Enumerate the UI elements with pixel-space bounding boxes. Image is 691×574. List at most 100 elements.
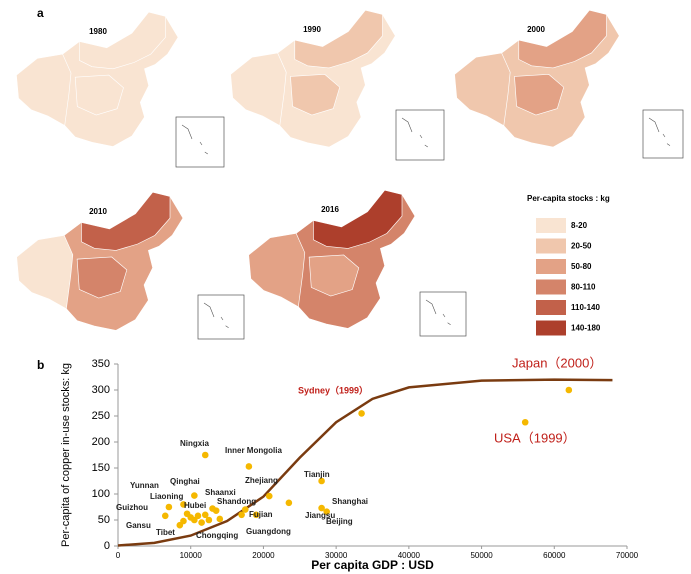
point-label: Hubei bbox=[184, 501, 206, 510]
map-year: 1980 bbox=[89, 27, 107, 36]
y-tick-label: 350 bbox=[92, 358, 110, 370]
point bbox=[241, 506, 249, 513]
point bbox=[318, 504, 325, 512]
map-year: 2010 bbox=[89, 207, 107, 216]
x-tick-label: 20000 bbox=[252, 551, 275, 560]
point bbox=[191, 492, 198, 499]
point bbox=[358, 410, 365, 417]
y-tick-label: 150 bbox=[92, 462, 110, 474]
inset-islands bbox=[425, 299, 451, 326]
point bbox=[521, 418, 529, 426]
x-tick-label: 40000 bbox=[398, 551, 421, 560]
point-label: Guangdong bbox=[246, 527, 291, 536]
legend-swatch bbox=[536, 259, 566, 274]
x-axis-title: Per capita GDP : USD bbox=[311, 558, 434, 572]
y-tick-label: 100 bbox=[92, 488, 110, 500]
x-tick-label: 0 bbox=[116, 551, 121, 560]
y-tick-label: 200 bbox=[92, 436, 110, 448]
inset-islands bbox=[181, 124, 208, 155]
map-year: 1990 bbox=[303, 25, 321, 34]
y-tick-label: 50 bbox=[98, 514, 110, 526]
legend-label: 110-140 bbox=[571, 303, 600, 312]
panel-label: a bbox=[37, 6, 44, 20]
point bbox=[238, 511, 245, 519]
inset-islands bbox=[401, 117, 428, 148]
scatter-chart: b 0 50 100 150 200 250 300 350 0 10000 20000 30000 40… bbox=[37, 355, 639, 572]
map-region bbox=[248, 232, 306, 308]
point bbox=[285, 499, 293, 507]
fit-curve bbox=[117, 378, 613, 547]
y-tick-label: 250 bbox=[92, 410, 110, 422]
point bbox=[198, 519, 205, 526]
legend-label: 140-180 bbox=[571, 324, 601, 333]
legend-swatch bbox=[536, 218, 566, 233]
legend-swatch bbox=[536, 320, 566, 336]
legend-swatch bbox=[536, 238, 566, 254]
map-region bbox=[289, 73, 341, 116]
point bbox=[183, 510, 191, 518]
point-label: Liaoning bbox=[150, 492, 183, 501]
point-label: USA（1999） bbox=[494, 430, 576, 445]
point-label: Guizhou bbox=[116, 503, 148, 512]
inset-islands bbox=[648, 117, 671, 146]
point bbox=[165, 503, 173, 511]
point bbox=[180, 501, 187, 508]
point-label: Qinghai bbox=[170, 477, 200, 486]
point-label: Chongqing bbox=[196, 531, 238, 540]
map-region bbox=[74, 74, 125, 116]
map-region bbox=[15, 53, 72, 127]
map-region bbox=[308, 254, 360, 297]
point bbox=[205, 516, 213, 524]
legend-label: 8-20 bbox=[571, 221, 588, 230]
map-year: 2016 bbox=[321, 205, 339, 214]
x-tick-label: 70000 bbox=[616, 551, 639, 560]
map-year: 2000 bbox=[527, 25, 545, 34]
map-region bbox=[513, 73, 565, 116]
map-region bbox=[16, 234, 74, 310]
point-label: Japan（2000） bbox=[512, 355, 602, 370]
point bbox=[565, 386, 573, 394]
point-label: Jiangsu bbox=[305, 511, 335, 520]
point bbox=[209, 505, 216, 512]
point bbox=[180, 517, 187, 525]
inset-islands bbox=[203, 302, 229, 329]
point-label: Fujian bbox=[249, 510, 273, 519]
x-tick-label: 30000 bbox=[325, 551, 348, 560]
point-label: Yunnan bbox=[130, 481, 159, 490]
panel-label: b bbox=[37, 358, 44, 372]
point bbox=[245, 463, 253, 470]
point bbox=[318, 477, 325, 485]
map-region bbox=[230, 52, 287, 127]
map-region bbox=[454, 52, 511, 127]
legend-title: Per-capita stocks : kg bbox=[527, 194, 610, 203]
point bbox=[252, 511, 260, 519]
point-label: Sydney（1999） bbox=[298, 385, 368, 395]
point-label: Tibet bbox=[156, 528, 175, 537]
point bbox=[201, 511, 209, 519]
point bbox=[265, 492, 273, 500]
x-tick-label: 10000 bbox=[180, 551, 203, 560]
legend-label: 80-110 bbox=[571, 283, 596, 292]
y-axis-title: Per-capita of copper in-use stocks: kg bbox=[60, 363, 72, 547]
point-label: Ningxia bbox=[180, 439, 209, 448]
point-label: Tianjin bbox=[304, 470, 330, 479]
point-label: Shanghai bbox=[332, 497, 368, 506]
legend-swatch bbox=[536, 279, 566, 295]
y-tick-label: 0 bbox=[104, 540, 110, 552]
point-label: Inner Mongolia bbox=[225, 446, 282, 455]
point bbox=[216, 515, 224, 523]
point bbox=[323, 508, 330, 515]
point-label: Shaanxi bbox=[205, 488, 236, 497]
legend-label: 20-50 bbox=[571, 242, 592, 251]
point bbox=[201, 451, 209, 459]
legend-swatch bbox=[536, 300, 566, 315]
legend-label: 50-80 bbox=[571, 262, 592, 271]
y-tick-label: 300 bbox=[92, 384, 110, 396]
point bbox=[194, 512, 202, 520]
point bbox=[161, 512, 169, 520]
x-tick-label: 50000 bbox=[470, 551, 493, 560]
point-label: Gansu bbox=[126, 521, 151, 530]
point-label: Zhejiang bbox=[245, 476, 278, 485]
maps: a 1980 1990 2000 2010 2016 Per-capita stocks :… bbox=[15, 6, 684, 340]
